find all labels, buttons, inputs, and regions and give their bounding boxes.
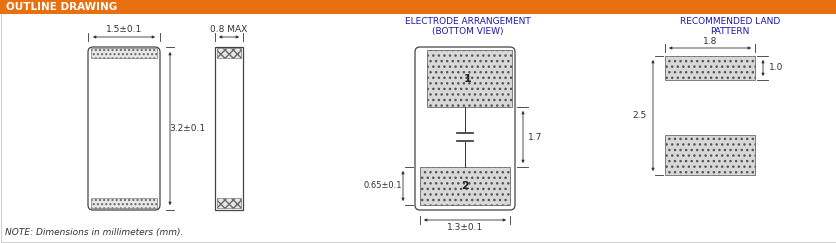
Bar (420, 167, 510, 205)
Text: RECOMMENDED LAND
PATTERN: RECOMMENDED LAND PATTERN (680, 17, 780, 36)
Text: 2.5: 2.5 (632, 111, 646, 120)
Bar (0, 0, 836, 14)
Text: 1.8: 1.8 (703, 36, 717, 45)
Text: OUTLINE DRAWING: OUTLINE DRAWING (6, 2, 117, 12)
Text: 1.3±0.1: 1.3±0.1 (447, 224, 483, 233)
Text: ELECTRODE ARRANGEMENT
(BOTTOM VIEW): ELECTRODE ARRANGEMENT (BOTTOM VIEW) (405, 17, 531, 36)
Text: 2: 2 (461, 181, 469, 191)
Text: 1: 1 (464, 73, 472, 84)
Bar (217, 198, 241, 208)
Bar (665, 135, 755, 175)
FancyBboxPatch shape (88, 47, 160, 210)
Text: NOTE: Dimensions in millimeters (mm).: NOTE: Dimensions in millimeters (mm). (5, 228, 183, 237)
Bar (91, 198, 157, 208)
Bar (217, 48, 241, 58)
Bar (665, 56, 755, 80)
Bar (427, 50, 512, 107)
Text: 0.65±0.1: 0.65±0.1 (364, 182, 402, 191)
Text: 0.8 MAX: 0.8 MAX (211, 26, 247, 35)
FancyBboxPatch shape (415, 47, 515, 210)
Bar (91, 48, 157, 58)
Text: 1.0: 1.0 (769, 63, 783, 72)
Text: 3.2±0.1: 3.2±0.1 (169, 124, 205, 133)
Bar (215, 47, 243, 210)
Text: 1.5±0.1: 1.5±0.1 (106, 26, 142, 35)
Text: 1.7: 1.7 (528, 132, 543, 141)
